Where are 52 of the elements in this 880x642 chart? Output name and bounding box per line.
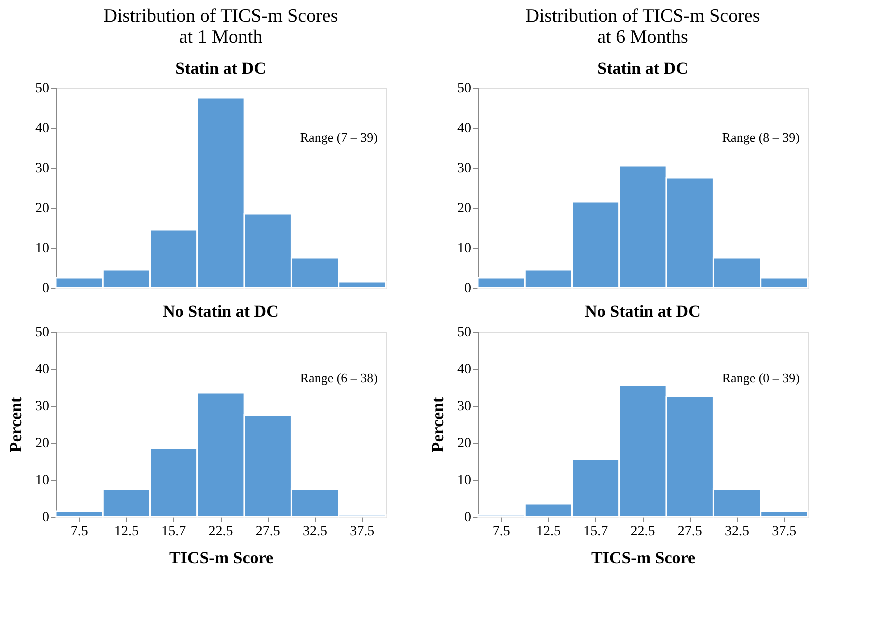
x-axis-title: TICS-m Score — [591, 548, 696, 568]
annotation: Range (7 – 39) — [300, 130, 378, 145]
y-axis-title: Percent — [6, 396, 26, 453]
x-tick-label: 22.5 — [208, 524, 234, 540]
x-tick-label: 27.5 — [256, 524, 280, 540]
y-axis-title: Percent — [428, 396, 448, 453]
x-tick-label: 7.5 — [492, 524, 510, 540]
chart-title: No Statin at DC — [163, 302, 279, 321]
x-tick-label: 7.5 — [70, 524, 88, 540]
y-tick-label: 20 — [36, 436, 50, 452]
x-tick-label: 15.7 — [162, 524, 186, 540]
y-tick-label: 50 — [458, 326, 472, 340]
y-tick-label: 0 — [464, 510, 472, 526]
y-tick-label: 50 — [36, 82, 50, 96]
y-tick-label: 10 — [458, 242, 472, 256]
chart-title: No Statin at DC — [585, 302, 701, 321]
y-tick-label: 30 — [36, 162, 50, 176]
y-tick-label: 20 — [458, 436, 472, 452]
x-tick-label: 32.5 — [725, 524, 750, 540]
annotation: Range (0 – 39) — [722, 370, 800, 386]
y-tick-label: 50 — [458, 82, 472, 96]
x-tick-label: 32.5 — [303, 524, 328, 540]
chart-title: Distribution of TICS-m Scores at 6 Months — [526, 6, 760, 48]
y-tick-label: 30 — [458, 400, 472, 414]
x-tick-label: 12.5 — [114, 524, 139, 540]
y-tick-label: 0 — [42, 282, 50, 296]
chart-subtitle: Statin at DC — [176, 59, 266, 78]
y-tick-label: 0 — [464, 282, 472, 296]
x-axis-title: TICS-m Score — [169, 548, 274, 568]
chart-subtitle: Statin at DC — [598, 59, 688, 78]
y-tick-label: 30 — [458, 162, 472, 176]
y-tick-label: 20 — [36, 202, 50, 216]
x-tick-label: 12.5 — [536, 524, 561, 540]
x-tick-label: 15.7 — [584, 524, 608, 540]
y-tick-label: 10 — [458, 474, 472, 488]
x-tick-label: 37.5 — [772, 524, 797, 540]
chart-title: Distribution of TICS-m Scores at 1 Month — [104, 6, 338, 48]
y-tick-label: 10 — [36, 474, 50, 488]
y-tick-label: 40 — [36, 362, 50, 378]
y-tick-label: 30 — [36, 400, 50, 414]
x-tick-label: 22.5 — [630, 524, 656, 540]
y-tick-label: 40 — [458, 362, 472, 378]
annotation: Range (6 – 38) — [300, 370, 378, 386]
x-tick-label: 27.5 — [678, 524, 702, 540]
x-tick-label: 37.5 — [350, 524, 375, 540]
y-tick-label: 10 — [36, 242, 50, 256]
y-tick-label: 40 — [458, 122, 472, 136]
y-tick-label: 0 — [42, 510, 50, 526]
annotation: Range (8 – 39) — [722, 130, 800, 145]
y-tick-label: 40 — [36, 122, 50, 136]
y-tick-label: 50 — [36, 326, 50, 340]
y-tick-label: 20 — [458, 202, 472, 216]
